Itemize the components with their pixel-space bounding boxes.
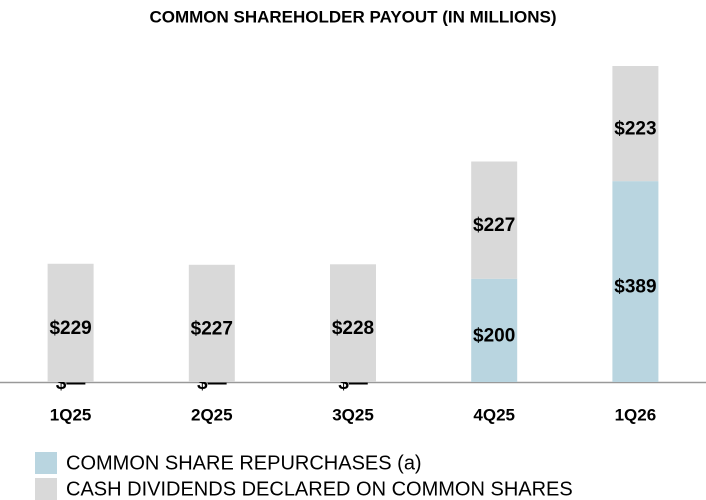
- x-tick-label: 4Q25: [473, 405, 515, 424]
- bar-segment: [471, 161, 518, 279]
- data-label: $389: [614, 277, 656, 298]
- bar-segment: [188, 264, 235, 382]
- data-label: $223: [614, 119, 656, 140]
- bar-segment: [47, 263, 94, 382]
- bar-segment: [471, 278, 518, 382]
- data-label: $200: [473, 325, 515, 346]
- x-tick-label: 1Q26: [615, 405, 657, 424]
- bar-segment: [612, 66, 659, 182]
- data-label: $227: [191, 318, 233, 339]
- data-label: $229: [49, 318, 91, 339]
- x-tick-label: 3Q25: [332, 405, 374, 424]
- legend-label: COMMON SHARE REPURCHASES (a): [66, 452, 422, 474]
- data-label: $228: [332, 318, 374, 339]
- bar-segment: [612, 181, 659, 382]
- data-label: $227: [473, 215, 515, 236]
- chart-title: COMMON SHAREHOLDER PAYOUT (IN MILLIONS): [149, 7, 556, 26]
- x-tick-label: 2Q25: [191, 405, 233, 424]
- legend-swatch: [35, 478, 57, 500]
- legend-label: CASH DIVIDENDS DECLARED ON COMMON SHARES: [66, 478, 573, 500]
- legend-swatch: [35, 452, 57, 474]
- bar-segment: [330, 264, 376, 382]
- x-tick-label: 1Q25: [50, 405, 92, 424]
